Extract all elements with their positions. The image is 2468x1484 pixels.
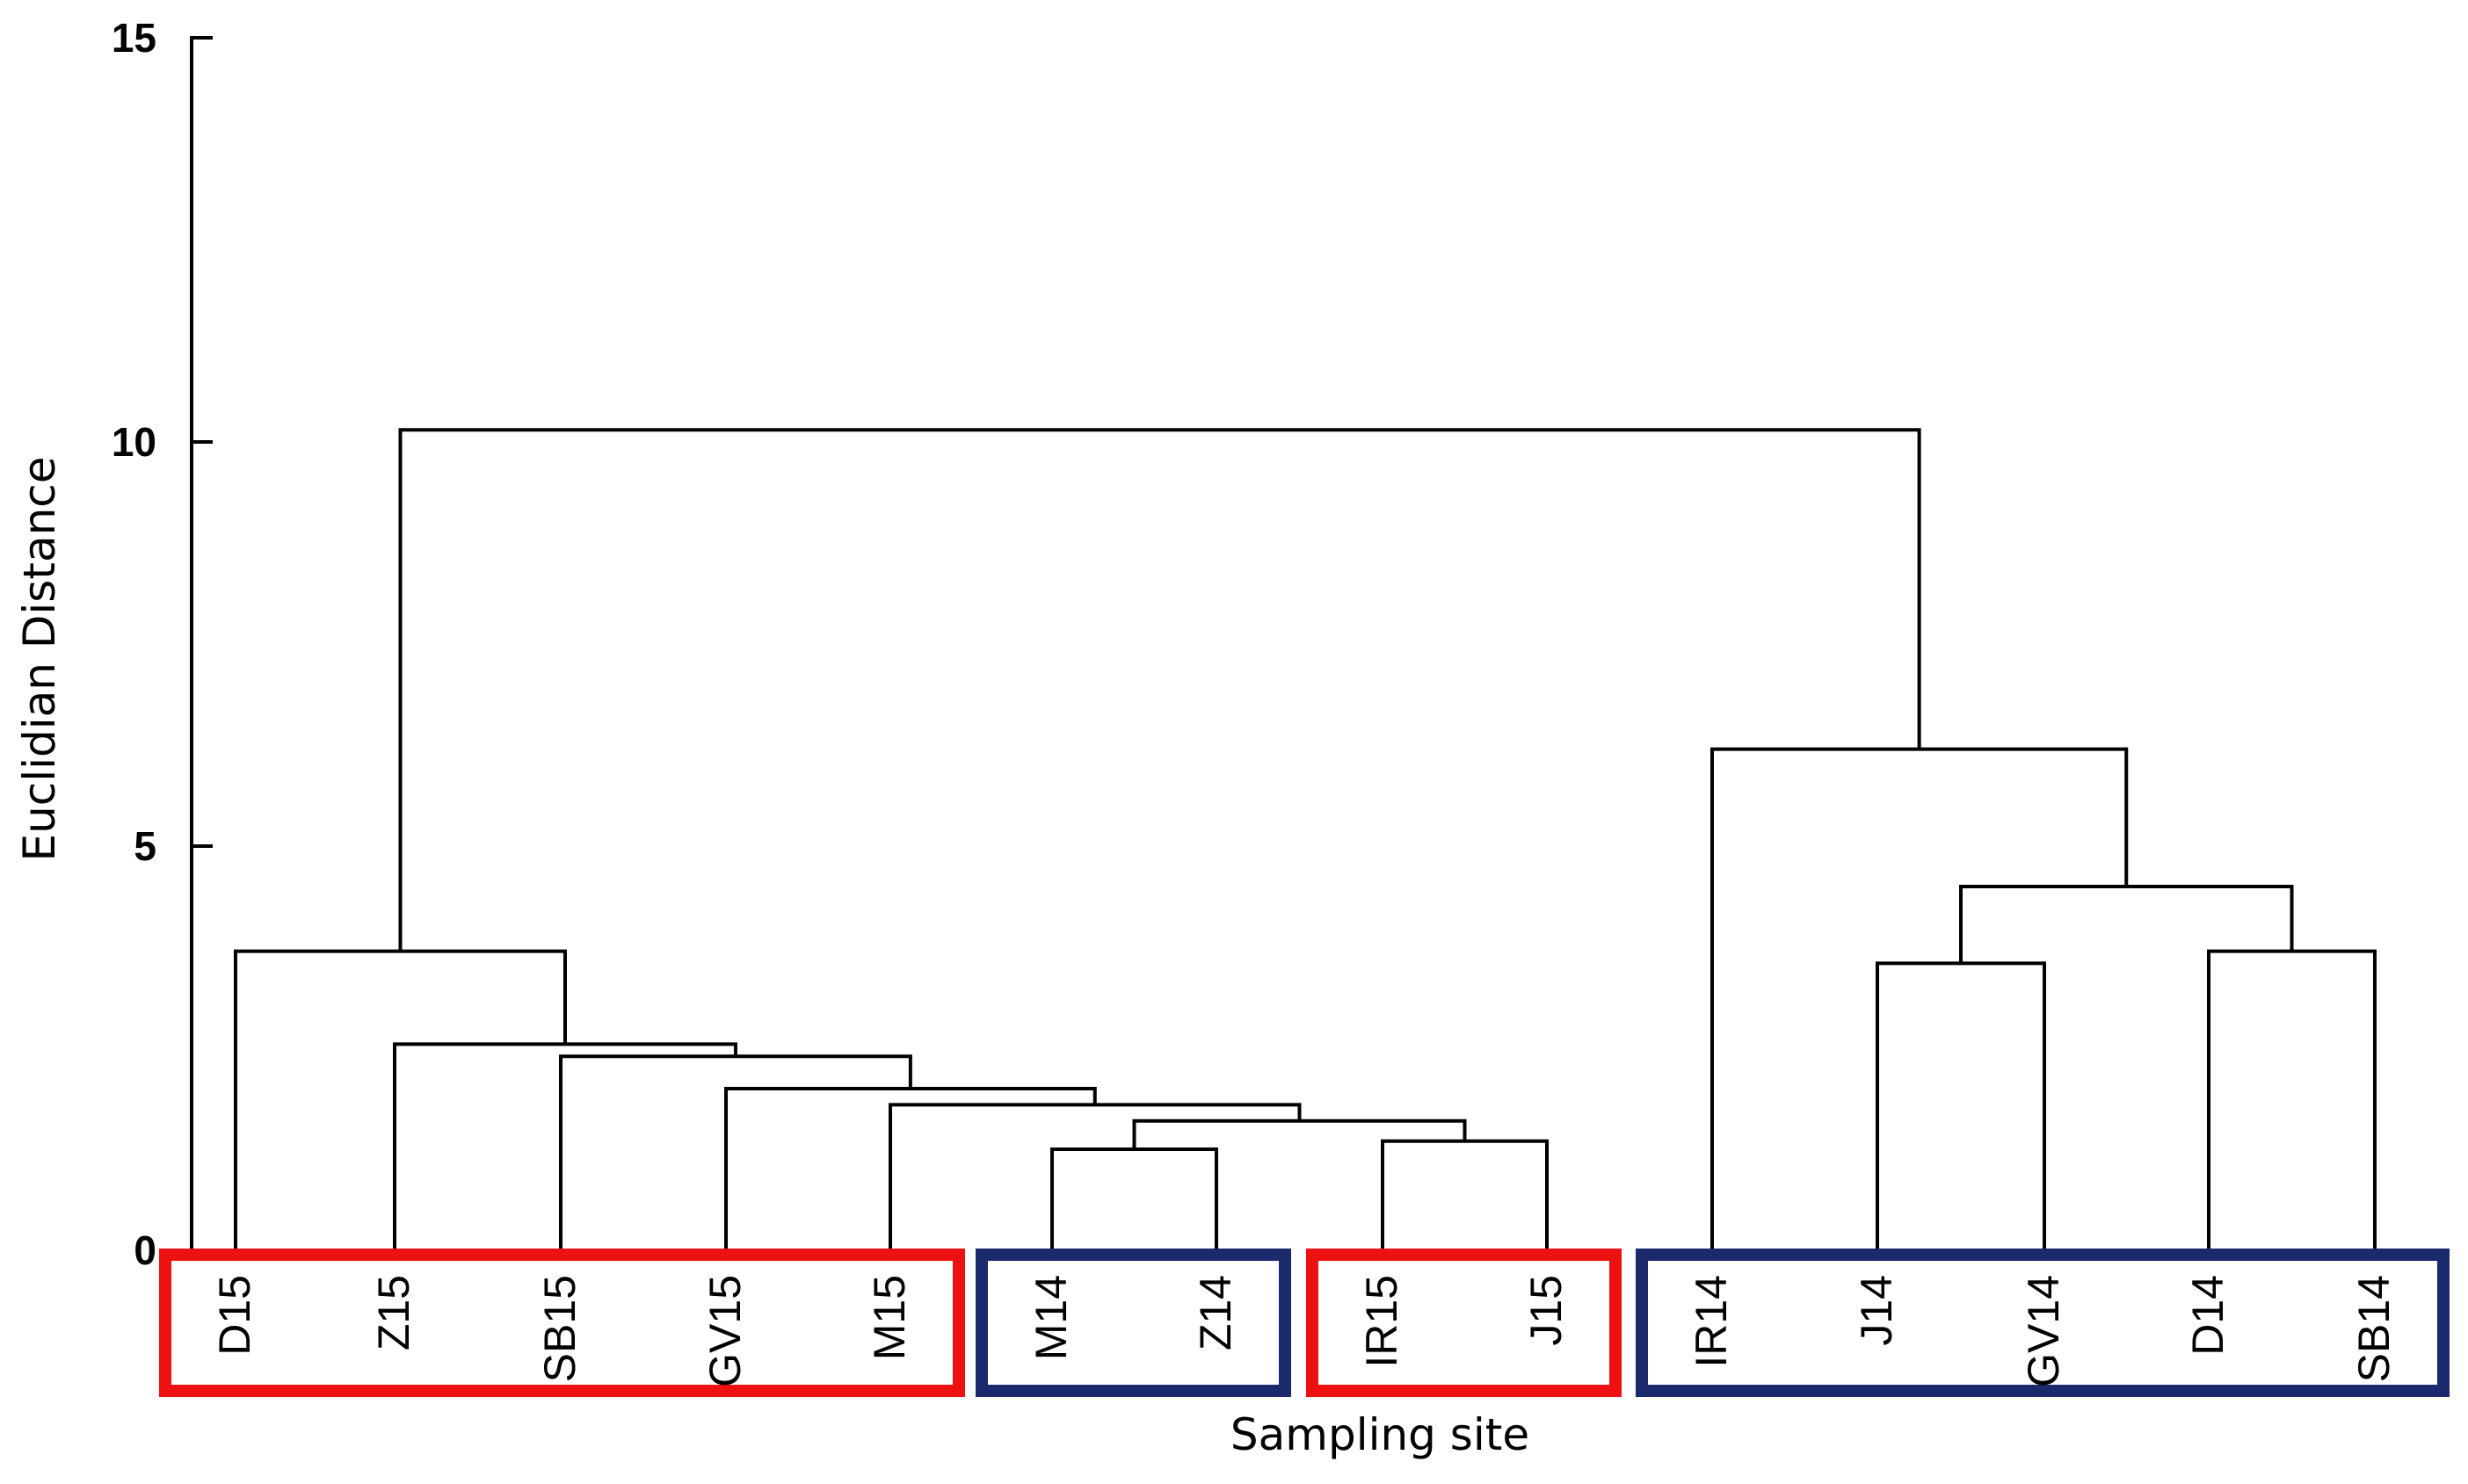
leaf-label-z14: Z14 — [1191, 1275, 1240, 1350]
dendrogram-link-n5 — [724, 1087, 1097, 1250]
dendrogram-link-n4 — [889, 1103, 1302, 1250]
y-tick-label-0: 0 — [134, 1227, 156, 1273]
dendrogram-link-n3 — [1132, 1118, 1467, 1149]
dendrogram-link-n2 — [1381, 1139, 1549, 1250]
y-tick-label-5: 5 — [134, 823, 156, 869]
y-axis-title: Euclidian Distance — [14, 456, 65, 861]
dendrogram-link-n7 — [393, 1042, 737, 1250]
leaf-label-m15: M15 — [865, 1275, 914, 1360]
dendrogram-link-n10 — [2207, 949, 2377, 1250]
leaf-label-ir14: IR14 — [1687, 1275, 1736, 1368]
dendrogram-links — [234, 428, 2377, 1250]
dendrogram-link-n9 — [1876, 961, 2046, 1250]
group-box-1 — [159, 1249, 965, 1397]
leaf-label-j14: J14 — [1852, 1275, 1901, 1346]
leaf-label-sb15: SB15 — [535, 1275, 584, 1382]
dendrogram-link-n12 — [1710, 747, 2129, 1250]
dendrogram-link-n6 — [559, 1054, 912, 1250]
dendrogram-link-n8 — [234, 949, 567, 1250]
group-boxes — [159, 1249, 2450, 1397]
y-tick-label-10: 10 — [112, 419, 156, 465]
leaf-label-j15: J15 — [1521, 1275, 1571, 1346]
leaf-label-m14: M14 — [1027, 1275, 1076, 1360]
group-box-4 — [1636, 1249, 2450, 1397]
y-tick-label-15: 15 — [112, 15, 156, 61]
dendrogram-link-n13 — [398, 428, 1921, 952]
leaf-label-z15: Z15 — [369, 1275, 418, 1350]
y-axis: 0 5 10 15 — [112, 15, 213, 1273]
leaf-label-gv14: GV14 — [2019, 1275, 2068, 1387]
dendrogram-link-n1 — [1050, 1147, 1218, 1250]
x-axis-title: Sampling site — [1230, 1409, 1529, 1460]
leaf-label-gv15: GV15 — [700, 1275, 750, 1387]
leaf-labels: D15 Z15 SB15 GV15 M15 M14 Z14 IR15 J15 IR14 J14 GV1… — [210, 1275, 2399, 1387]
group-box-3 — [1306, 1249, 1622, 1397]
leaf-label-d14: D14 — [2183, 1275, 2232, 1356]
group-box-2 — [976, 1249, 1291, 1397]
leaf-label-d15: D15 — [210, 1275, 259, 1356]
leaf-label-ir15: IR15 — [1357, 1275, 1406, 1368]
leaf-label-sb14: SB14 — [2349, 1275, 2399, 1382]
